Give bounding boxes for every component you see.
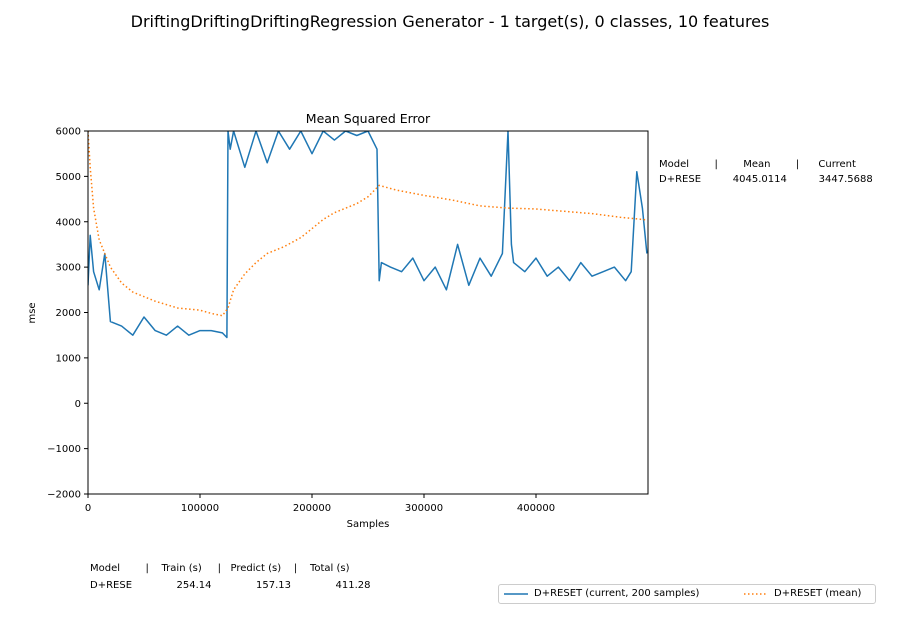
- y-tick-label: −2000: [47, 490, 81, 501]
- y-tick-label: 3000: [56, 263, 81, 274]
- x-tick-label: 100000: [181, 503, 219, 514]
- y-tick-label: 1000: [56, 353, 81, 364]
- y-tick-label: 0: [75, 399, 81, 410]
- plot-area: [87, 130, 649, 495]
- y-axis: 6000 5000 4000 3000 2000 1000 0 −1000 −2000: [47, 127, 88, 501]
- y-tick-label: 4000: [56, 217, 81, 228]
- x-tick-label: 200000: [293, 503, 331, 514]
- y-tick-label: 2000: [56, 308, 81, 319]
- side-stats-row: D+RESE 4045.0114 3447.5688: [659, 174, 873, 185]
- x-tick-label: 0: [85, 503, 91, 514]
- figure-suptitle: DriftingDriftingDriftingRegression Gener…: [131, 12, 770, 31]
- side-stats-header: Model | Mean | Current: [659, 159, 856, 170]
- legend-swatch-solid: [504, 593, 528, 595]
- series-line-current: [88, 131, 648, 339]
- y-tick-label: 5000: [56, 172, 81, 183]
- legend-swatch-dotted: [744, 593, 768, 595]
- y-tick-label: 6000: [56, 127, 81, 138]
- x-tick-label: 400000: [517, 503, 555, 514]
- legend-label-mean: D+RESET (mean): [774, 588, 862, 599]
- x-axis-label: Samples: [347, 519, 390, 530]
- legend-label-current: D+RESET (current, 200 samples): [534, 588, 700, 599]
- chart-legend: D+RESET (current, 200 samples) D+RESET (…: [498, 584, 876, 604]
- series-line-mean: [88, 131, 647, 317]
- y-tick-label: −1000: [47, 444, 81, 455]
- y-axis-label: mse: [27, 302, 38, 323]
- timing-table: Model | Train (s) | Predict (s) | Total …: [90, 560, 371, 594]
- x-axis: 0 100000 200000 300000 400000: [85, 494, 555, 514]
- timing-row: D+RESE 254.14 157.13 411.28: [90, 580, 371, 591]
- timing-header: Model | Train (s) | Predict (s) | Total …: [90, 563, 350, 574]
- side-stats-table: Model | Mean | Current D+RESE 4045.0114 3…: [659, 157, 873, 187]
- chart-title: Mean Squared Error: [306, 111, 431, 126]
- plot-frame: [87, 130, 649, 495]
- x-tick-label: 300000: [405, 503, 443, 514]
